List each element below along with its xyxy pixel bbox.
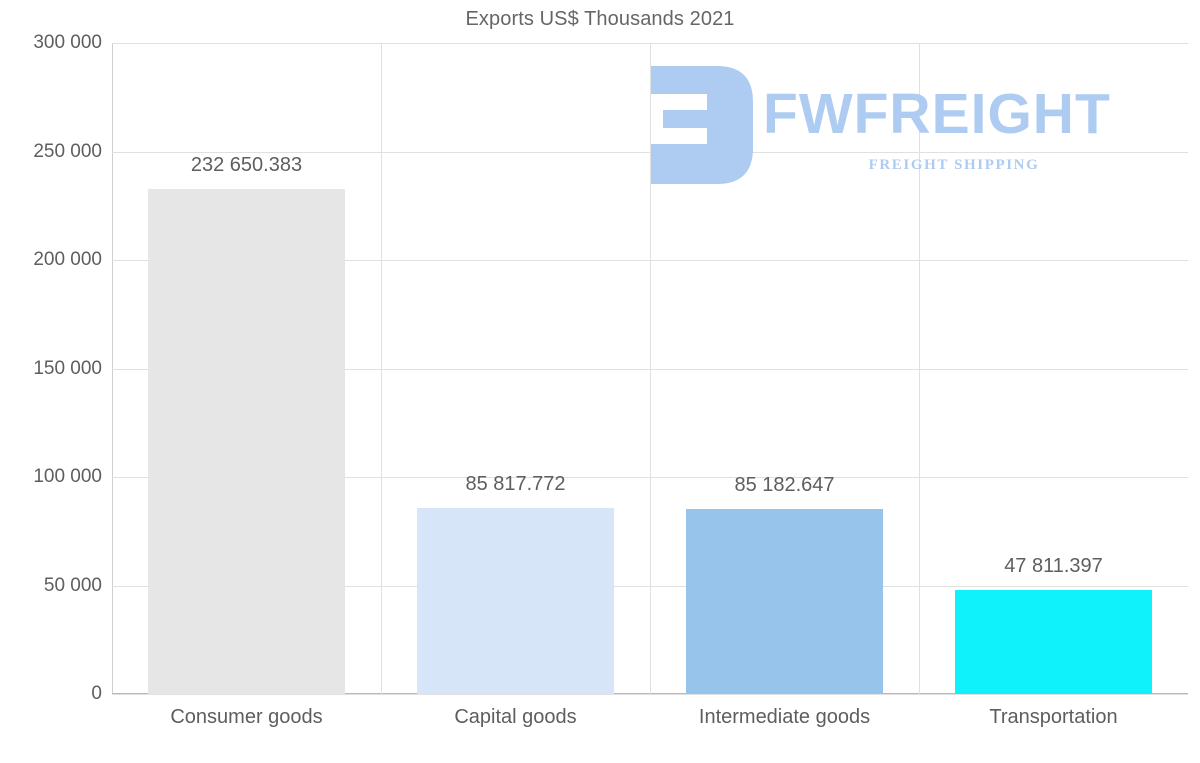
bar[interactable] xyxy=(147,189,346,694)
bar-value-label: 85 182.647 xyxy=(734,474,835,497)
x-axis-tick-label: Transportation xyxy=(989,706,1118,728)
x-axis-tick-label: Capital goods xyxy=(454,706,577,728)
bar[interactable] xyxy=(416,507,615,694)
y-axis-tick-label: 100 000 xyxy=(33,466,102,487)
bar-value-label: 47 811.397 xyxy=(1004,555,1103,578)
bar[interactable] xyxy=(954,590,1153,694)
gridline-vertical xyxy=(650,43,651,694)
chart-title: Exports US$ Thousands 2021 xyxy=(465,8,735,30)
y-axis-tick-label: 150 000 xyxy=(33,357,102,379)
plot-area: 232 650.383 85 817.772 85 182.647 47 811.39… xyxy=(112,43,1188,695)
bar-value-label: 232 650.383 xyxy=(190,154,303,177)
gridline-vertical xyxy=(381,43,382,694)
bar[interactable] xyxy=(685,509,884,694)
x-axis-tick-label: Consumer goods xyxy=(170,706,323,728)
y-axis-tick-label: 200 000 xyxy=(33,249,102,270)
y-axis: 0 50 000 100 000 150 000 200 000 250 000 300 0… xyxy=(0,32,102,704)
y-axis-tick-label: 300 000 xyxy=(33,32,102,53)
bar-value-label: 85 817.772 xyxy=(465,472,566,495)
x-axis-tick-label: Intermediate goods xyxy=(698,706,871,728)
y-axis-tick-label: 0 xyxy=(91,683,102,704)
gridline-horizontal xyxy=(112,694,1188,695)
y-axis-tick-label: 50 000 xyxy=(43,574,102,596)
x-axis: Consumer goods Capital goods Intermediate … xyxy=(112,700,1188,745)
y-axis-tick-label: 250 000 xyxy=(33,140,102,162)
gridline-vertical xyxy=(919,43,920,694)
